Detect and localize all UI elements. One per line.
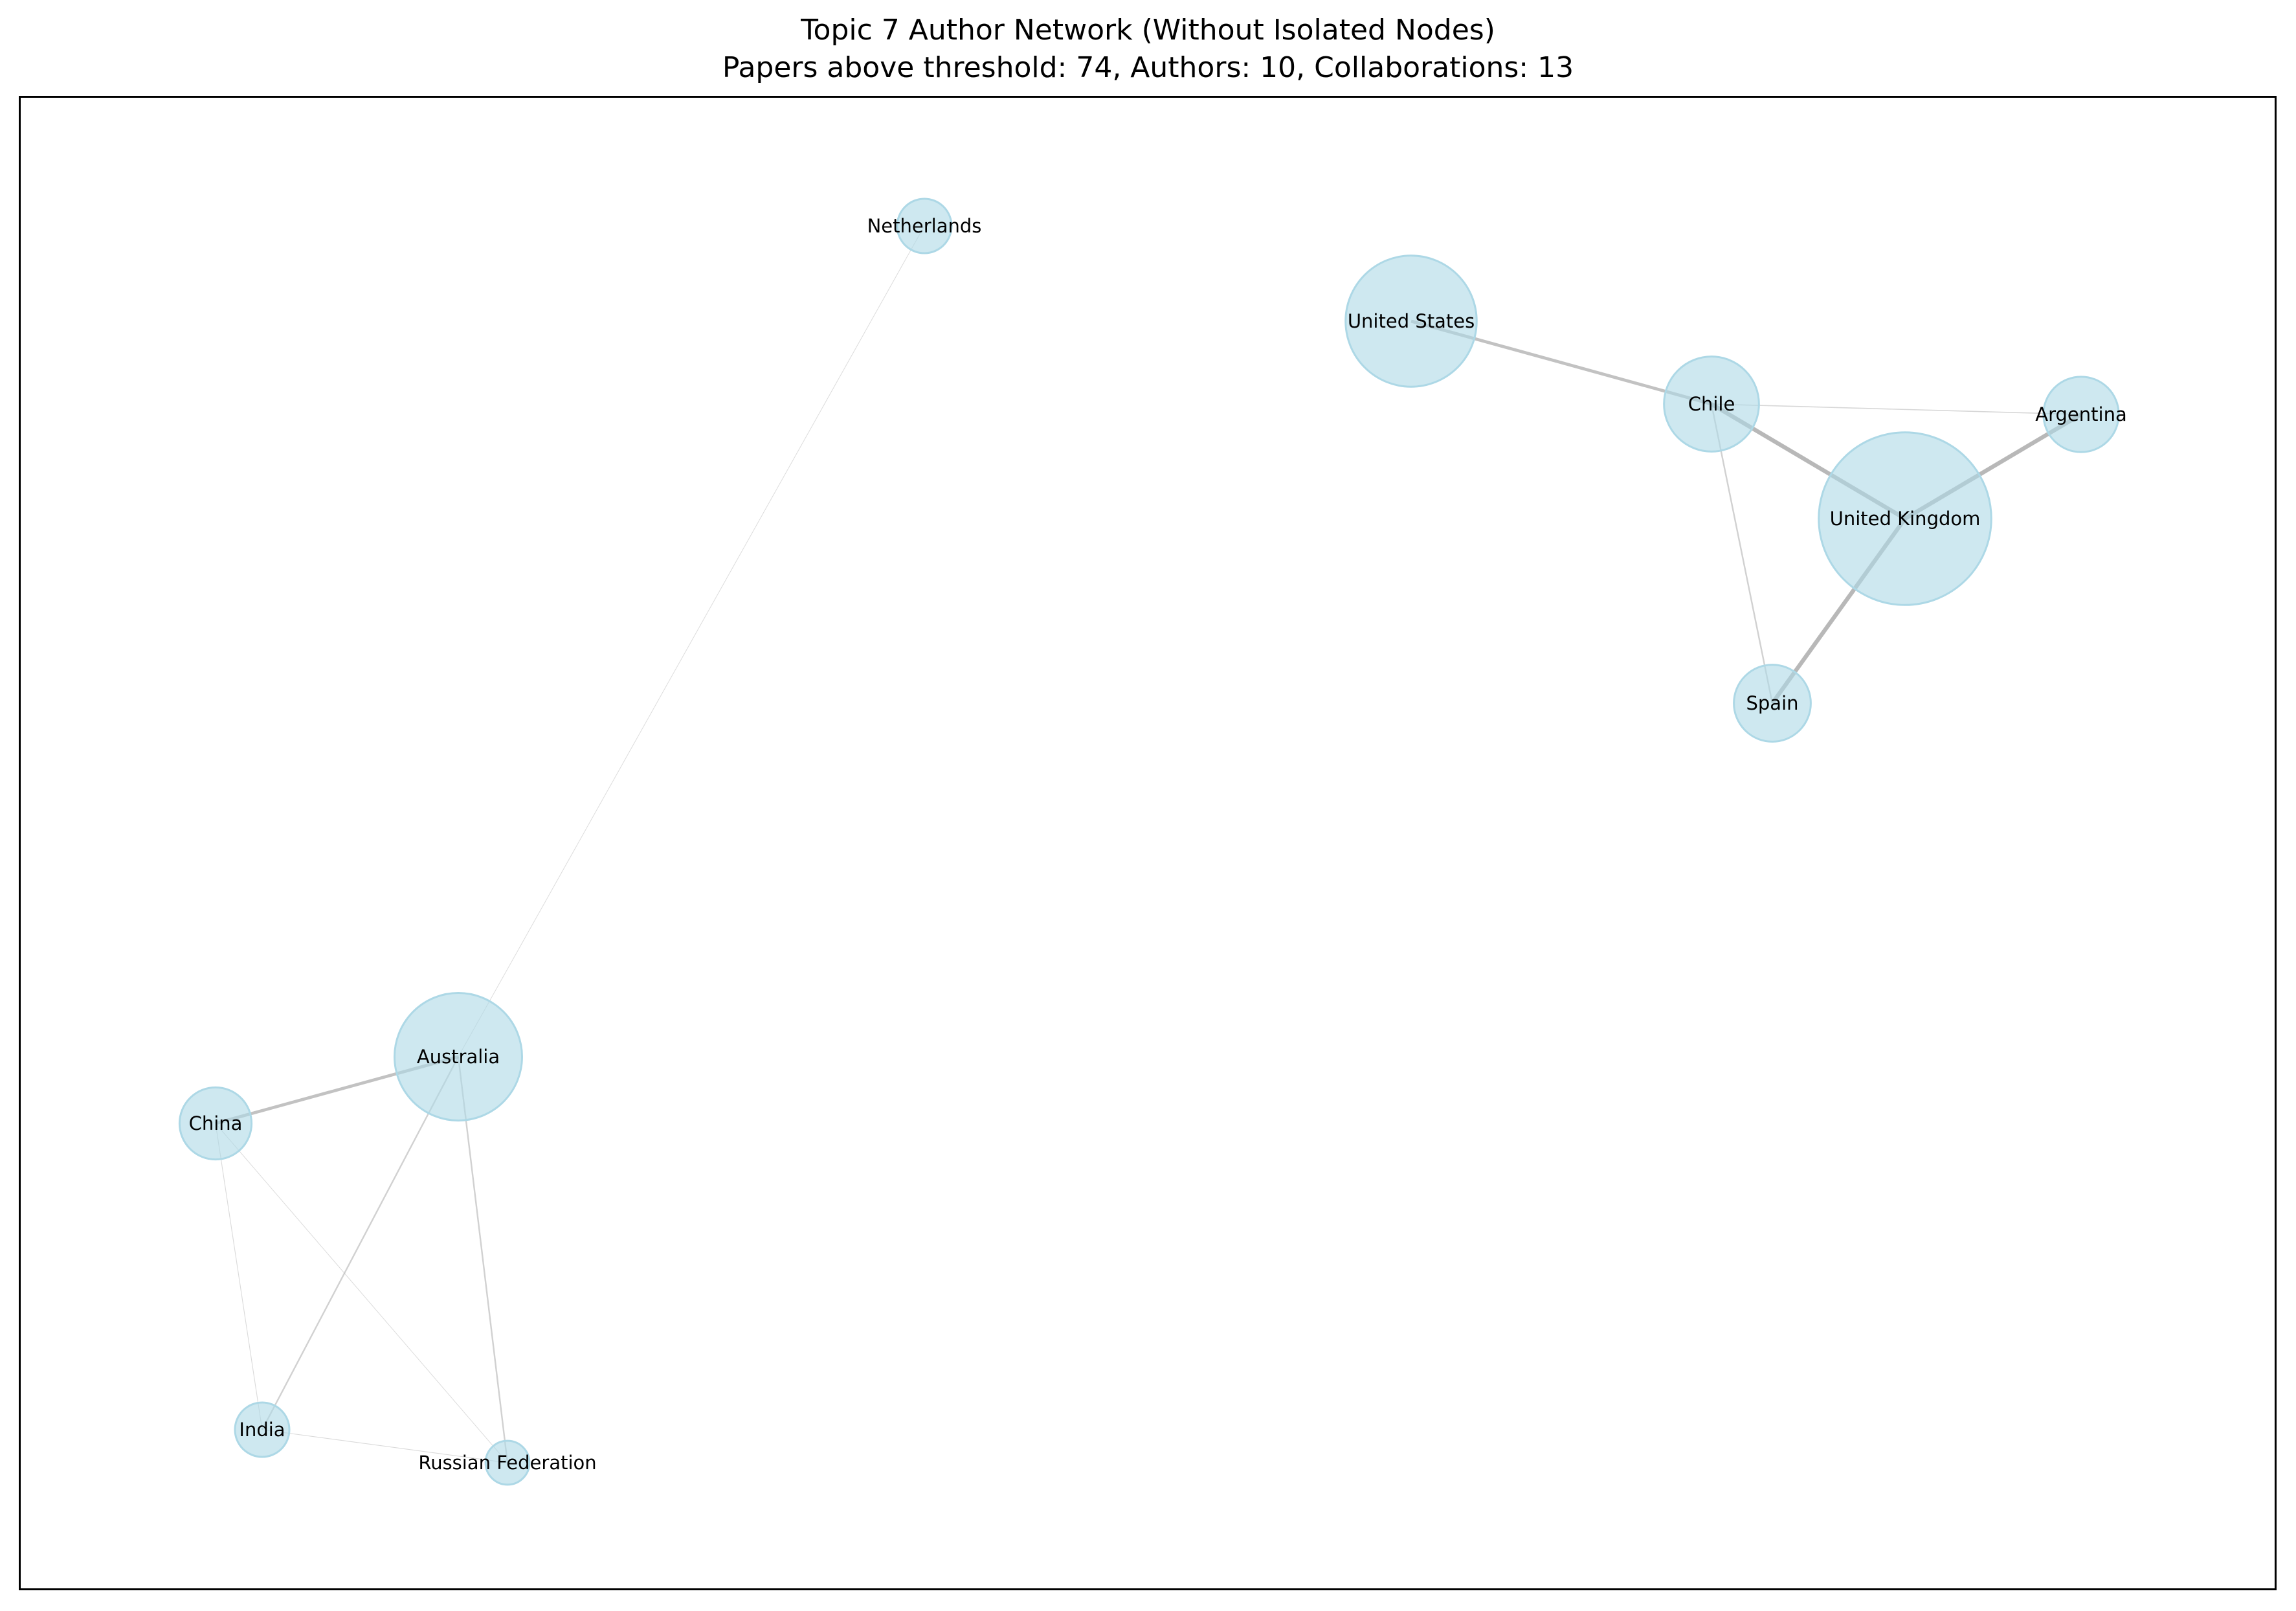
edge-netherlands-australia — [458, 225, 925, 1057]
edge-india-russian-federation — [262, 1429, 508, 1463]
node-united-kingdom — [1818, 431, 1992, 606]
title-line-1: Topic 7 Author Network (Without Isolated… — [801, 14, 1495, 47]
node-china — [178, 1086, 253, 1161]
labels-layer: Netherlands United States Chile Argentina Un… — [189, 215, 2127, 1474]
edge-chile-spain — [1710, 403, 1774, 704]
plot-area: Netherlands United States Chile Argentina Un… — [19, 96, 2277, 1590]
node-label-argentina: Argentina — [2035, 403, 2126, 425]
edges-layer — [215, 225, 2082, 1463]
node-label-united-states: United States — [1348, 310, 1475, 332]
node-label-china: China — [189, 1112, 243, 1134]
nodes-layer — [178, 197, 2120, 1486]
node-united-states — [1344, 254, 1478, 388]
node-russian-federation — [484, 1439, 531, 1486]
edge-chile-argentina — [1711, 403, 2082, 415]
node-netherlands — [896, 197, 953, 254]
node-label-united-kingdom: United Kingdom — [1830, 508, 1981, 530]
node-label-australia: Australia — [417, 1046, 500, 1068]
edge-australia-russian-federation — [457, 1056, 509, 1463]
node-label-russian-federation: Russian Federation — [418, 1452, 596, 1474]
node-spain — [1733, 664, 1812, 743]
edge-australia-india — [261, 1056, 460, 1430]
node-label-spain: Spain — [1746, 692, 1798, 714]
node-india — [234, 1401, 291, 1458]
node-label-india: India — [239, 1419, 285, 1441]
node-australia — [394, 992, 523, 1121]
edge-china-india — [215, 1123, 263, 1430]
chart-title: Topic 7 Author Network (Without Isolated… — [0, 12, 2296, 87]
title-line-2: Papers above threshold: 74, Authors: 10,… — [722, 51, 1574, 84]
network-graph: Netherlands United States Chile Argentina Un… — [178, 197, 2127, 1486]
node-label-chile: Chile — [1688, 393, 1735, 415]
node-argentina — [2042, 376, 2120, 453]
edge-china-russian-federation — [215, 1123, 508, 1463]
node-chile — [1663, 355, 1760, 453]
node-label-netherlands: Netherlands — [867, 215, 982, 237]
